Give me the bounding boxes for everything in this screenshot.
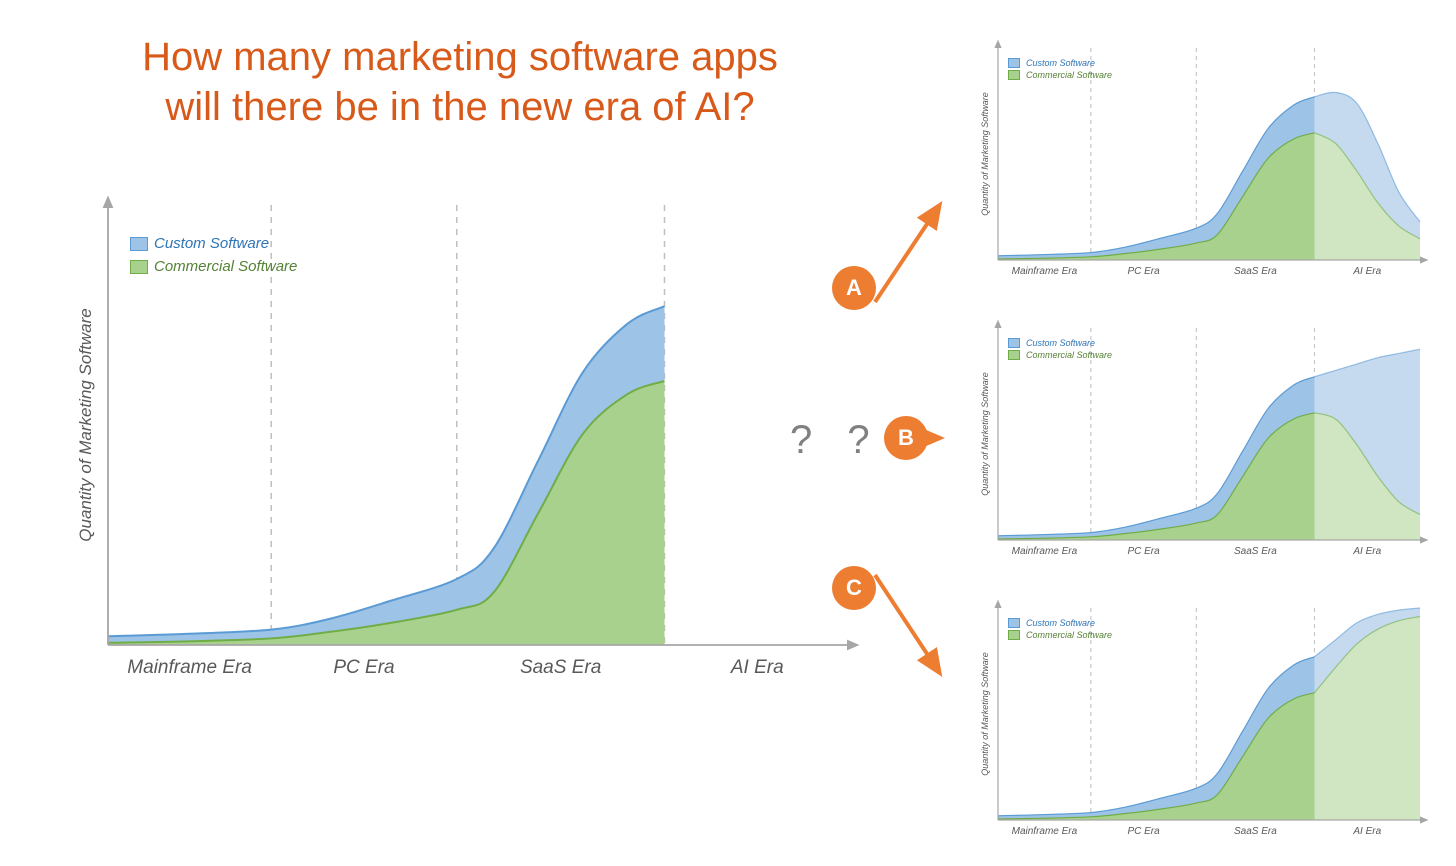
era-label: Mainframe Era [100,657,280,679]
chart-legend: Custom Software Commercial Software [1008,58,1112,82]
legend-label: Custom Software [1026,618,1095,628]
scenario-badge-c: C [832,566,876,610]
era-label: PC Era [1094,546,1194,557]
legend-item: Commercial Software [130,258,297,275]
era-label: SaaS Era [471,657,651,679]
legend-label: Custom Software [154,235,269,252]
legend-swatch [1008,58,1020,68]
legend-label: Commercial Software [154,258,297,275]
legend-item: Commercial Software [1008,350,1112,360]
legend-label: Commercial Software [1026,350,1112,360]
legend-item: Commercial Software [1008,70,1112,80]
era-label: PC Era [274,657,454,679]
era-label: AI Era [1317,546,1417,557]
era-label: Mainframe Era [994,266,1094,277]
legend-item: Commercial Software [1008,630,1112,640]
scenario-badge-a: A [832,266,876,310]
scenario-chart-c: Quantity of Marketing Software Mainframe … [960,600,1430,850]
legend-swatch [1008,70,1020,80]
era-label: AI Era [1317,266,1417,277]
arrow [875,575,939,672]
era-label: Mainframe Era [994,546,1094,557]
scenario-chart-a: Quantity of Marketing Software Mainframe … [960,40,1430,290]
legend-item: Custom Software [1008,618,1112,628]
legend-label: Commercial Software [1026,70,1112,80]
y-axis-label: Quantity of Marketing Software [76,275,96,575]
legend-swatch [130,237,148,251]
title-line-1: How many marketing software apps [90,32,830,82]
era-label: SaaS Era [1205,546,1305,557]
page-title: How many marketing software appswill the… [90,32,830,132]
scenario-chart-b: Quantity of Marketing Software Mainframe … [960,320,1430,570]
legend-swatch [130,260,148,274]
legend-swatch [1008,338,1020,348]
era-label: SaaS Era [1205,266,1305,277]
title-line-2: will there be in the new era of AI? [90,82,830,132]
y-axis-label: Quantity of Marketing Software [980,69,990,239]
chart-legend: Custom Software Commercial Software [130,235,297,281]
legend-label: Custom Software [1026,58,1095,68]
legend-label: Custom Software [1026,338,1095,348]
y-axis-label: Quantity of Marketing Software [980,629,990,799]
legend-item: Custom Software [130,235,297,252]
era-label: Mainframe Era [994,826,1094,837]
legend-item: Custom Software [1008,58,1112,68]
legend-swatch [1008,630,1020,640]
chart-legend: Custom Software Commercial Software [1008,338,1112,362]
legend-swatch [1008,350,1020,360]
legend-swatch [1008,618,1020,628]
era-label: SaaS Era [1205,826,1305,837]
era-label: AI Era [667,657,847,679]
y-axis-label: Quantity of Marketing Software [980,349,990,519]
scenario-badge-b: B [884,416,928,460]
era-label: AI Era [1317,826,1417,837]
legend-item: Custom Software [1008,338,1112,348]
era-label: PC Era [1094,266,1194,277]
main-chart: Quantity of Marketing Software Mainframe … [50,195,860,685]
legend-label: Commercial Software [1026,630,1112,640]
arrow [875,206,939,302]
chart-legend: Custom Software Commercial Software [1008,618,1112,642]
era-label: PC Era [1094,826,1194,837]
